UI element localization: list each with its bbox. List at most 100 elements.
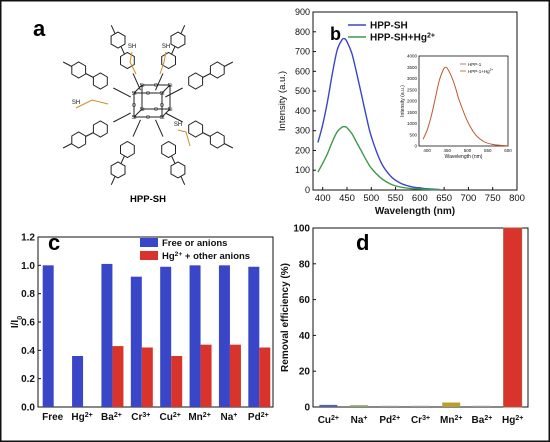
x-tick-label: 650 [436,193,452,204]
inset-y-tick-label: 4000 [407,54,418,59]
inset-y-tick-label: 2500 [407,87,418,92]
x-tick-label: Ba2+ [101,412,122,424]
y-tick-label: 500 [295,86,310,96]
bar-free-or-anions [42,265,54,407]
vinyl-bond [165,112,183,123]
o-atom-label: O [154,107,158,113]
y-tick-label: 1.2 [21,233,35,244]
cage-edge [161,84,171,94]
bar-removal-efficiency [319,404,338,407]
y-tick-label: 40 [299,331,311,342]
x-tick-label: Ba2+ [472,415,493,427]
x-tick-label: Cu2+ [318,415,339,427]
benzene-ring [209,131,225,149]
cage-edge [133,108,143,118]
polymer-link [110,176,116,185]
inset-x-tick-label: 450 [444,148,452,153]
bar-hg-other-anions [171,356,183,407]
benzene-ring [170,161,186,179]
thiol-chain [75,99,109,109]
y-tick-label: 80 [299,259,311,270]
inset-y-tick-label: 1500 [407,110,418,115]
benzene-ring [120,140,135,159]
y-tick-label: 0 [305,185,310,195]
y-axis-label: I/I0 [10,316,24,328]
x-tick-label: 700 [460,193,476,204]
thiol-chain [159,51,167,75]
inset-series-line [422,66,509,147]
panel-d-bar-chart: d 0 20 40 60 80 100 Removal efficiency (%) Cu2+… [280,224,529,427]
benzene-ring [188,120,204,138]
bar-hg-other-anions [259,347,271,407]
y-tick-label: 0.0 [21,403,35,414]
bar-free-or-anions [248,266,260,407]
polymer-link [180,25,186,34]
inset-y-axis-label: Intensity (a.u.) [400,85,406,117]
legend-label: HPP-SH [370,21,408,32]
panel-d-label: d [356,230,369,255]
vinyl-bond [155,73,164,91]
x-tick-label: 450 [339,193,355,204]
sh-group-label: SH [162,44,170,50]
bar-removal-efficiency [380,405,399,407]
y-tick-label: 1.0 [21,261,35,272]
bar-removal-efficiency [411,405,430,407]
o-atom-label: O [154,83,158,89]
benzene-ring [92,120,108,138]
inset-legend-label: HPP-1 [468,62,482,67]
inset-x-tick-label: 600 [504,148,512,153]
x-tick-label: Hg2+ [71,412,92,424]
cage-edge [133,84,143,94]
x-tick-label: 550 [388,193,404,204]
inset-y-tick-label: 2000 [407,99,418,104]
vinyl-bond [132,73,141,91]
polymer-link [223,61,234,67]
y-tick-label: 0.4 [21,346,35,357]
panel-b-label: b [330,24,341,44]
y-tick-label: 0 [304,403,310,414]
polymer-link [62,143,73,149]
o-atom-label: O [160,103,164,109]
vinyl-bond [165,87,183,98]
y-tick-label: 0.6 [21,318,35,329]
x-tick-label: Na+ [351,415,368,427]
bar-free-or-anions [130,276,142,407]
biphenyl-bond [85,73,94,78]
si-atom-label: Si [168,107,173,113]
x-tick-label: Pd2+ [248,412,269,424]
inset-y-tick-label: 3500 [407,65,418,70]
panel-b-fluorescence-chart: b 400 450 500 550 600 650 700 750 800 0 100 200 300 4… [277,7,525,217]
bar-free-or-anions [160,266,172,407]
x-tick-label: Na+ [220,412,237,424]
benzene-ring [170,31,186,49]
x-tick-label: 500 [363,193,379,204]
inset-x-axis-label: Wavelength (nm) [445,154,483,160]
y-tick-label: 0.8 [21,289,35,300]
y-tick-label: 60 [299,295,311,306]
vinyl-bond [155,119,164,137]
x-tick-label: 600 [412,193,428,204]
bar-removal-efficiency [503,227,523,408]
inset-x-tick-label: 500 [464,148,472,153]
structure-name: HPP-SH [130,194,166,205]
sh-group-label: SH [174,122,182,128]
polymer-link [180,176,186,185]
bar-hg-other-anions [229,344,241,407]
inset-y-tick-label: 1000 [407,121,418,126]
benzene-ring [161,51,176,70]
bar-free-or-anions [72,356,84,407]
si-atom-label: Si [132,115,137,121]
bar-removal-efficiency [472,405,491,407]
legend-label: Free or anions [162,238,227,249]
legend-label: HPP-SH+Hg2+ [370,32,435,44]
x-tick-label: Mn2+ [440,415,462,427]
y-tick-label: 100 [295,165,310,175]
y-tick-label: 700 [295,47,310,57]
bar-removal-efficiency [442,402,461,407]
bar-free-or-anions [218,265,230,407]
x-tick-label: Cu2+ [160,412,181,424]
benzene-ring [120,51,135,70]
series-line-hpp-sh [317,37,440,191]
